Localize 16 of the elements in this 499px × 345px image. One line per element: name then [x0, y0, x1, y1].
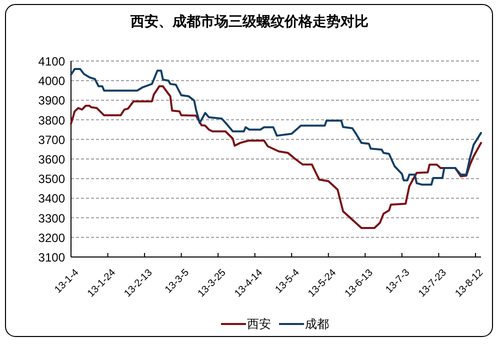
line-series	[70, 85, 482, 229]
y-tick-label: 3600	[38, 152, 66, 166]
y-tick-label: 3700	[38, 132, 66, 147]
legend-label: 西安	[247, 317, 271, 331]
y-tick-label: 4000	[38, 74, 66, 88]
chart-title: 西安、成都市场三级螺纹价格走势对比	[130, 13, 368, 29]
y-tick-label: 3100	[38, 250, 66, 264]
y-tick-label: 4100	[38, 54, 66, 68]
y-tick-label: 3900	[38, 94, 66, 108]
y-tick-label: 3200	[38, 230, 66, 245]
line-series	[70, 68, 482, 186]
y-tick-label: 3400	[38, 192, 66, 206]
y-tick-label: 3300	[38, 211, 66, 226]
y-tick-label: 3500	[38, 172, 66, 186]
y-tick-label: 3800	[38, 113, 66, 128]
legend-label: 成都	[305, 317, 329, 331]
